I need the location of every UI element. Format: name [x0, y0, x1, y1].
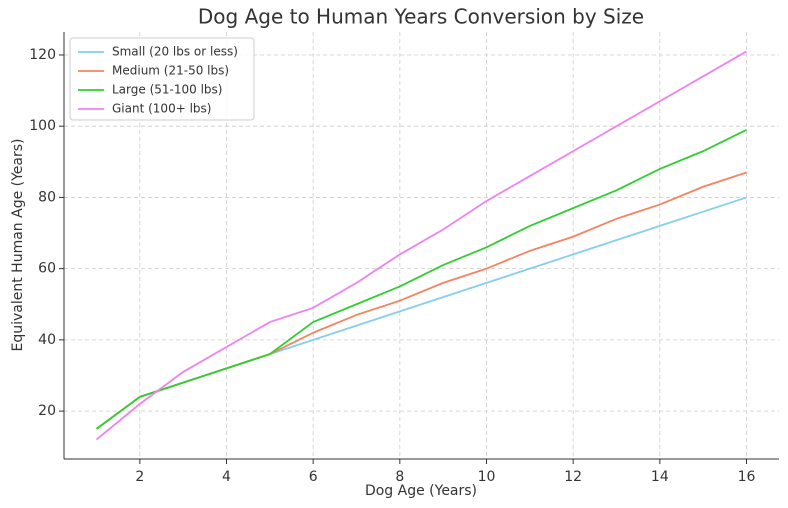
series-line — [95, 171, 747, 430]
series-line — [95, 50, 747, 441]
x-tick-label: 2 — [135, 469, 144, 485]
x-tick-label: 6 — [309, 469, 318, 485]
chart-title: Dog Age to Human Years Conversion by Siz… — [198, 5, 644, 29]
legend-box — [69, 37, 255, 121]
legend-label: Giant (100+ lbs) — [112, 102, 211, 116]
series-line — [95, 128, 747, 430]
y-tick-label: 40 — [38, 332, 56, 348]
x-tick-label: 16 — [738, 469, 756, 485]
x-tick-label: 8 — [395, 469, 404, 485]
legend-label: Medium (21-50 lbs) — [112, 64, 229, 78]
x-tick-label: 12 — [564, 469, 582, 485]
x-axis-label: Dog Age (Years) — [365, 483, 477, 499]
y-axis-label: Equivalent Human Age (Years) — [10, 138, 26, 351]
series-line — [95, 196, 747, 430]
y-tick-label: 20 — [38, 403, 56, 419]
x-tick-label: 14 — [651, 469, 669, 485]
legend-label: Small (20 lbs or less) — [112, 45, 238, 59]
x-tick-label: 4 — [222, 469, 231, 485]
x-tick-label: 10 — [478, 469, 496, 485]
y-tick-label: 120 — [29, 47, 56, 63]
y-tick-label: 100 — [29, 118, 56, 134]
y-tick-label: 60 — [38, 261, 56, 277]
y-tick-label: 80 — [38, 189, 56, 205]
legend-label: Large (51-100 lbs) — [112, 83, 222, 97]
